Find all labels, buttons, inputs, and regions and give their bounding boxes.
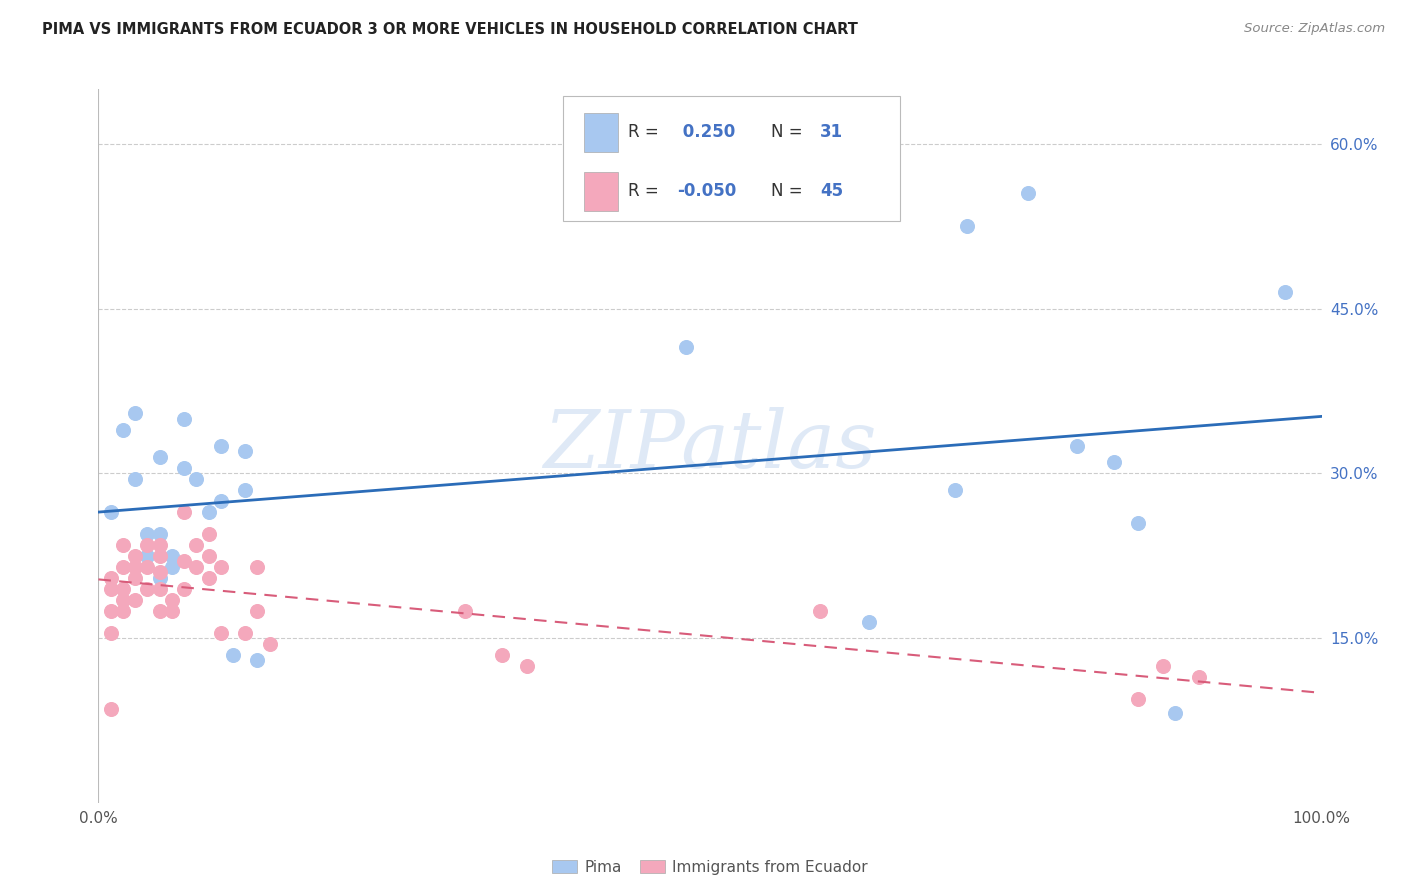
Point: [173, 554, 195, 568]
Point: [124, 592, 146, 607]
Point: [100, 702, 122, 716]
Point: [222, 648, 245, 662]
FancyBboxPatch shape: [583, 112, 619, 152]
Point: [209, 625, 232, 640]
Point: [173, 461, 195, 475]
Point: [259, 637, 281, 651]
Point: [160, 592, 183, 607]
Point: [246, 653, 269, 667]
Point: [136, 538, 159, 552]
Point: [233, 483, 256, 497]
Point: [173, 582, 195, 596]
Point: [160, 559, 183, 574]
Point: [111, 604, 134, 618]
Point: [149, 450, 172, 464]
Point: [100, 571, 122, 585]
FancyBboxPatch shape: [583, 171, 619, 211]
Point: [160, 549, 183, 563]
Point: [124, 559, 146, 574]
Point: [808, 604, 831, 618]
Point: [1102, 455, 1125, 469]
Point: [186, 538, 208, 552]
Point: [124, 549, 146, 563]
Point: [1066, 439, 1088, 453]
Point: [149, 604, 172, 618]
Point: [173, 411, 195, 425]
Point: [246, 604, 269, 618]
Point: [136, 549, 159, 563]
Point: [173, 505, 195, 519]
Point: [454, 604, 477, 618]
Point: [124, 472, 146, 486]
Point: [124, 406, 146, 420]
Legend: Pima, Immigrants from Ecuador: Pima, Immigrants from Ecuador: [546, 854, 875, 880]
Point: [233, 625, 256, 640]
Point: [246, 559, 269, 574]
Text: 0.250: 0.250: [678, 123, 735, 141]
Point: [100, 604, 122, 618]
Point: [100, 625, 122, 640]
Point: [209, 439, 232, 453]
Point: [149, 538, 172, 552]
Point: [1188, 669, 1211, 683]
Point: [136, 559, 159, 574]
Point: [136, 526, 159, 541]
FancyBboxPatch shape: [564, 96, 900, 221]
Point: [1128, 691, 1150, 706]
Point: [1017, 186, 1039, 201]
Point: [956, 219, 979, 234]
Point: [1164, 706, 1187, 720]
Text: -0.050: -0.050: [678, 182, 737, 200]
Point: [111, 423, 134, 437]
Text: Source: ZipAtlas.com: Source: ZipAtlas.com: [1244, 22, 1385, 36]
Point: [186, 472, 208, 486]
Point: [100, 505, 122, 519]
Point: [197, 571, 219, 585]
Point: [1152, 658, 1174, 673]
Point: [160, 604, 183, 618]
Point: [149, 549, 172, 563]
Point: [1274, 285, 1296, 300]
Point: [209, 494, 232, 508]
Text: N =: N =: [772, 123, 808, 141]
Text: ZIPatlas: ZIPatlas: [543, 408, 877, 484]
Point: [491, 648, 513, 662]
Point: [124, 571, 146, 585]
Point: [111, 582, 134, 596]
Text: 31: 31: [820, 123, 844, 141]
Point: [100, 582, 122, 596]
Point: [111, 559, 134, 574]
Text: N =: N =: [772, 182, 808, 200]
Point: [111, 538, 134, 552]
Point: [233, 444, 256, 458]
Point: [1128, 516, 1150, 530]
Text: 45: 45: [820, 182, 844, 200]
Point: [149, 566, 172, 580]
Point: [149, 526, 172, 541]
Point: [186, 559, 208, 574]
Point: [858, 615, 880, 629]
Point: [197, 549, 219, 563]
Point: [197, 526, 219, 541]
Point: [111, 592, 134, 607]
Point: [209, 559, 232, 574]
Text: PIMA VS IMMIGRANTS FROM ECUADOR 3 OR MORE VEHICLES IN HOUSEHOLD CORRELATION CHAR: PIMA VS IMMIGRANTS FROM ECUADOR 3 OR MOR…: [42, 22, 858, 37]
Point: [197, 505, 219, 519]
Text: R =: R =: [628, 182, 664, 200]
Point: [675, 340, 697, 354]
Point: [515, 658, 537, 673]
Point: [149, 571, 172, 585]
Point: [136, 582, 159, 596]
Text: R =: R =: [628, 123, 664, 141]
Point: [149, 582, 172, 596]
Point: [943, 483, 966, 497]
